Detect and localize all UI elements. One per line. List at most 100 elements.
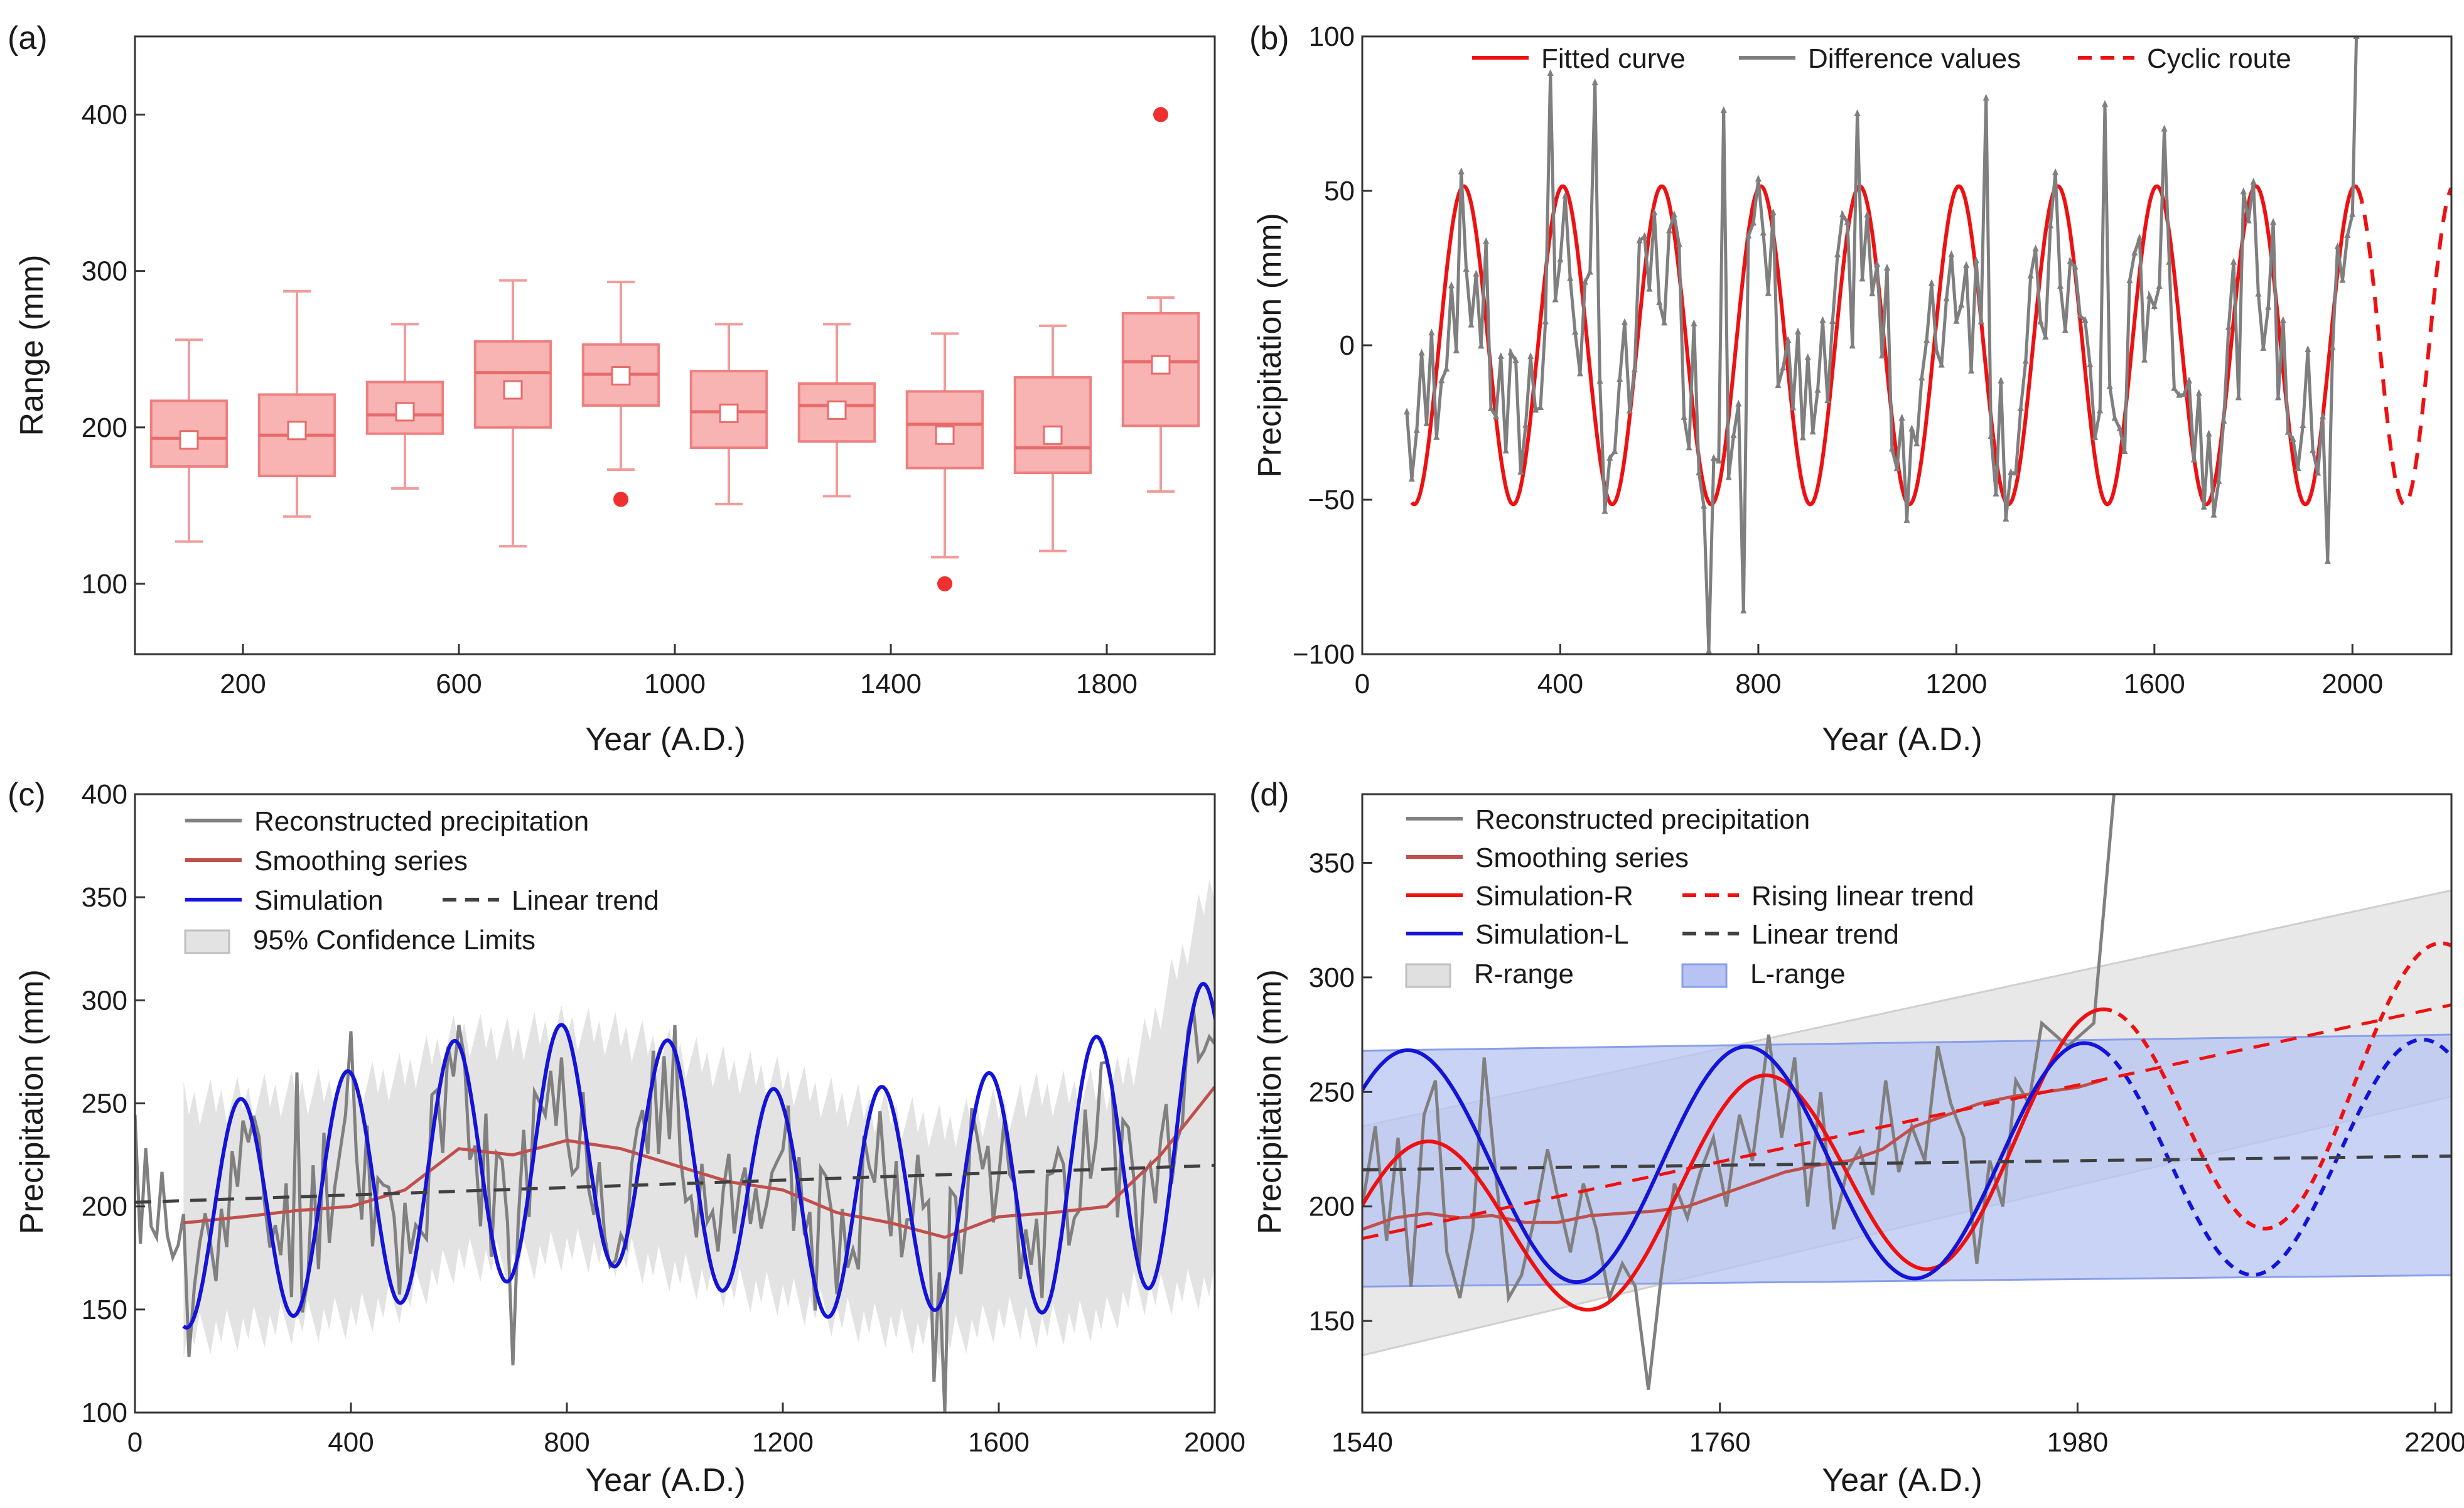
legend-item: R-range bbox=[1405, 959, 1574, 989]
y-tick-label: 350 bbox=[82, 882, 127, 913]
difference-marker bbox=[2171, 384, 2178, 391]
box-mean-marker bbox=[287, 421, 307, 441]
difference-marker bbox=[1715, 456, 1722, 464]
legend-label: Smoothing series bbox=[254, 846, 468, 876]
difference-marker bbox=[2220, 416, 2227, 424]
difference-marker bbox=[2215, 477, 2222, 484]
box-mean-marker bbox=[503, 380, 523, 400]
difference-marker bbox=[1982, 94, 1989, 101]
y-tick-label: 200 bbox=[82, 1192, 127, 1222]
plot-area bbox=[135, 879, 1215, 1413]
difference-marker bbox=[2022, 357, 2029, 364]
panel-letter: (c) bbox=[8, 777, 46, 813]
difference-marker bbox=[1522, 421, 1529, 428]
plot-area bbox=[1403, 36, 2451, 654]
legend-label: 95% Confidence Limits bbox=[253, 925, 535, 956]
difference-marker bbox=[2003, 514, 2009, 522]
difference-marker bbox=[2310, 446, 2316, 453]
series-linear-trend bbox=[1362, 1154, 2451, 1171]
difference-marker bbox=[1859, 274, 1866, 282]
difference-marker bbox=[1775, 381, 1782, 389]
box-3 bbox=[473, 279, 552, 548]
legend: Reconstructed precipitation Smoothing ser… bbox=[184, 806, 659, 956]
y-tick-label: 300 bbox=[82, 256, 127, 287]
difference-marker bbox=[1492, 412, 1499, 419]
difference-marker bbox=[2057, 281, 2063, 289]
legend-item: Linear trend bbox=[1682, 919, 1899, 950]
difference-marker bbox=[2235, 393, 2242, 401]
difference-marker bbox=[1646, 284, 1653, 292]
difference-marker bbox=[1443, 364, 1450, 372]
difference-marker bbox=[1468, 320, 1475, 328]
series-reconstructed-precipitation bbox=[1362, 794, 2116, 1390]
box-6 bbox=[797, 323, 876, 498]
legend-label: Simulation-R bbox=[1475, 881, 1633, 912]
difference-marker bbox=[1691, 319, 1697, 326]
difference-marker bbox=[2042, 332, 2049, 340]
difference-marker bbox=[1626, 406, 1633, 414]
difference-marker bbox=[2027, 271, 2034, 279]
x-tick-label: 2200 bbox=[2404, 1427, 2464, 1458]
x-tick-label: 2000 bbox=[1184, 1427, 1245, 1458]
difference-marker bbox=[2126, 276, 2133, 284]
difference-marker bbox=[2245, 216, 2252, 224]
x-axis-title: Year (A.D.) bbox=[585, 1462, 745, 1499]
x-tick-label: 600 bbox=[436, 669, 482, 699]
series-simulation-l-dashed bbox=[2101, 1037, 2451, 1277]
x-tick-label: 0 bbox=[127, 1427, 143, 1458]
difference-marker bbox=[1869, 289, 1876, 296]
legend-label: Reconstructed precipitation bbox=[1475, 804, 1810, 835]
difference-marker bbox=[1611, 447, 1618, 455]
difference-marker bbox=[2067, 257, 2074, 264]
difference-marker bbox=[1537, 403, 1544, 411]
series-smoothing-series bbox=[1362, 1079, 2102, 1231]
difference-marker bbox=[1517, 468, 1524, 475]
difference-marker bbox=[2274, 393, 2281, 401]
difference-marker bbox=[2205, 429, 2212, 437]
box-mean-marker bbox=[1043, 425, 1063, 445]
legend-swatch bbox=[1405, 963, 1451, 988]
difference-marker bbox=[1557, 255, 1564, 262]
x-tick-label: 1400 bbox=[860, 669, 922, 699]
difference-marker bbox=[1606, 453, 1613, 461]
difference-marker bbox=[1497, 352, 1504, 360]
panel-c: 0 400 800 1200 1600 2000 100 150 200 250 300 350 400… bbox=[8, 777, 1245, 1499]
box-body bbox=[797, 382, 876, 443]
difference-marker bbox=[2344, 231, 2351, 239]
difference-marker bbox=[1438, 376, 1445, 384]
difference-marker bbox=[1567, 274, 1574, 281]
difference-marker bbox=[1507, 348, 1514, 355]
x-axis-title: Year (A.D.) bbox=[1822, 1462, 1982, 1499]
y-tick-label: 50 bbox=[1324, 176, 1355, 207]
series-cyclic-route bbox=[2355, 187, 2451, 507]
difference-marker bbox=[1601, 507, 1608, 514]
difference-marker bbox=[1710, 454, 1717, 461]
difference-marker bbox=[1785, 336, 1792, 343]
difference-marker bbox=[1972, 256, 1979, 264]
difference-marker bbox=[1665, 226, 1672, 234]
difference-marker bbox=[1636, 236, 1643, 244]
difference-marker bbox=[2082, 316, 2089, 323]
difference-marker bbox=[1621, 318, 1628, 325]
difference-marker bbox=[1681, 412, 1687, 420]
difference-marker bbox=[2295, 463, 2301, 471]
legend-label: Simulation-L bbox=[1475, 919, 1629, 950]
panel-a: 200 600 1000 1400 1800 100 200 300 400 Year (A.D.… bbox=[8, 20, 1216, 758]
plot-area bbox=[149, 107, 1200, 591]
difference-marker bbox=[2315, 468, 2321, 476]
box-mean-marker bbox=[1151, 355, 1171, 375]
difference-marker bbox=[1834, 250, 1841, 257]
x-tick-label: 200 bbox=[220, 669, 266, 699]
difference-marker bbox=[1948, 250, 1955, 257]
y-tick-label: −100 bbox=[1293, 639, 1355, 670]
series-simulation-r-solid bbox=[1362, 1007, 2102, 1312]
difference-marker bbox=[2210, 510, 2217, 518]
difference-marker bbox=[1408, 475, 1415, 482]
box-5 bbox=[689, 323, 768, 505]
difference-marker bbox=[2136, 234, 2143, 241]
difference-marker bbox=[1572, 328, 1579, 335]
difference-marker bbox=[1750, 218, 1757, 226]
difference-marker bbox=[2106, 382, 2113, 389]
difference-marker bbox=[1512, 356, 1519, 364]
